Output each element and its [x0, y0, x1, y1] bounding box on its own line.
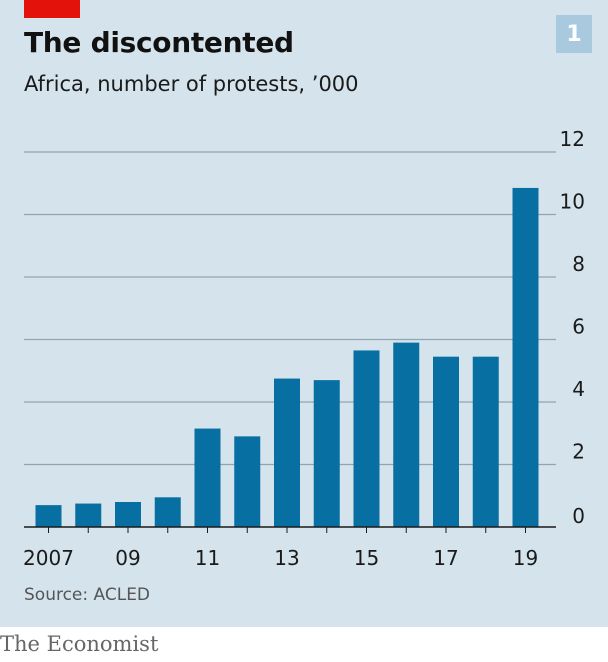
- x-tick-label: 17: [433, 546, 458, 570]
- y-tick-label: 10: [560, 190, 585, 214]
- x-tick-label: 19: [513, 546, 538, 570]
- x-tick-label: 2007: [23, 546, 74, 570]
- y-tick-label: 4: [572, 377, 585, 401]
- bar-2019: [512, 187, 539, 527]
- bar-chart: 0 2 4 6 8 10 12 2007 09 11 13 15 17 19: [23, 127, 585, 570]
- source-note: Source: ACLED: [24, 585, 151, 605]
- bar-2017: [433, 356, 459, 527]
- x-tick-label: 09: [115, 546, 140, 570]
- bar-2013: [274, 378, 300, 527]
- y-tick-label: 6: [572, 315, 585, 339]
- y-tick-label: 0: [572, 504, 585, 528]
- brand-wordmark: The Economist: [0, 632, 159, 656]
- bar-2015: [353, 350, 380, 527]
- bar-2007: [35, 505, 62, 527]
- x-tick-label: 11: [195, 546, 220, 570]
- chart-number-badge: 1: [556, 15, 592, 53]
- y-tick-label: 2: [572, 440, 585, 464]
- bar-2014: [313, 380, 340, 527]
- bar-2009: [115, 502, 141, 527]
- bar-2008: [75, 503, 102, 527]
- bar-2010: [154, 497, 181, 527]
- bar-2012: [234, 436, 261, 527]
- x-tick-label: 15: [354, 546, 379, 570]
- brand-red-tag: [24, 0, 80, 18]
- chart-panel: [0, 0, 608, 627]
- y-tick-label: 12: [560, 127, 585, 151]
- bar-2018: [472, 356, 499, 527]
- chart-title: The discontented: [24, 26, 294, 59]
- y-tick-label: 8: [572, 252, 585, 276]
- bar-2016: [393, 342, 420, 527]
- bar-2011: [194, 428, 221, 527]
- x-tick-label: 13: [274, 546, 299, 570]
- chart-subtitle: Africa, number of protests, ’000: [24, 72, 359, 96]
